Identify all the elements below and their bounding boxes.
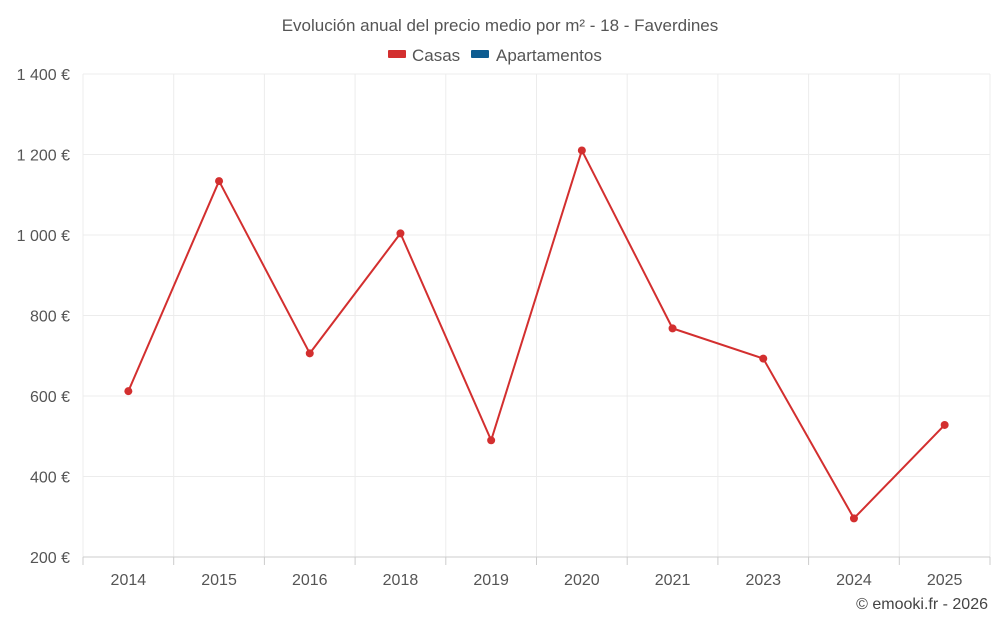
x-tick-label: 2018 [383, 572, 419, 589]
data-point-casas[interactable] [577, 146, 586, 155]
data-point-casas[interactable] [396, 229, 405, 238]
data-point-casas[interactable] [305, 349, 314, 358]
y-tick-label: 400 € [30, 470, 70, 487]
x-tick-label: 2020 [564, 572, 600, 589]
data-point-casas[interactable] [124, 387, 133, 396]
data-point-casas[interactable] [940, 420, 949, 429]
x-tick-label: 2015 [201, 572, 237, 589]
credit-text: © emooki.fr - 2026 [856, 596, 988, 613]
y-tick-label: 200 € [30, 550, 70, 567]
y-tick-label: 1 200 € [17, 148, 70, 165]
y-tick-label: 1 000 € [17, 228, 70, 245]
data-point-casas[interactable] [215, 177, 224, 186]
x-tick-label: 2016 [292, 572, 328, 589]
x-axis: 2014 2015 2016 2018 2019 2020 2021 2023 2024 2025 [82, 556, 991, 589]
legend-item-apartamentos[interactable]: Apartamentos [471, 46, 602, 65]
x-tick-label: 2024 [836, 572, 872, 589]
data-point-casas[interactable] [668, 324, 677, 333]
legend-item-casas[interactable]: Casas [388, 46, 460, 65]
x-tick-label: 2014 [111, 572, 147, 589]
x-tick-label: 2023 [745, 572, 781, 589]
y-tick-label: 800 € [30, 309, 70, 326]
grid [82, 73, 991, 557]
series-casas [124, 146, 949, 523]
legend: Casas Apartamentos [388, 46, 602, 65]
data-point-casas[interactable] [849, 514, 858, 523]
data-point-casas[interactable] [487, 436, 496, 445]
legend-label-casas: Casas [412, 46, 460, 65]
legend-label-apartamentos: Apartamentos [496, 46, 602, 65]
chart-title: Evolución anual del precio medio por m² … [282, 16, 719, 35]
x-tick-label: 2019 [473, 572, 509, 589]
y-tick-label: 600 € [30, 389, 70, 406]
y-tick-label: 1 400 € [17, 67, 70, 84]
x-tick-label: 2025 [927, 572, 963, 589]
x-tick-label: 2021 [655, 572, 691, 589]
series-line-casas [127, 149, 946, 520]
data-point-casas[interactable] [759, 354, 768, 363]
legend-swatch-apartamentos [471, 50, 489, 58]
y-axis: 200 € 400 € 600 € 800 € 1 000 € 1 200 € 1 400 … [17, 67, 70, 567]
legend-swatch-casas [388, 50, 406, 58]
